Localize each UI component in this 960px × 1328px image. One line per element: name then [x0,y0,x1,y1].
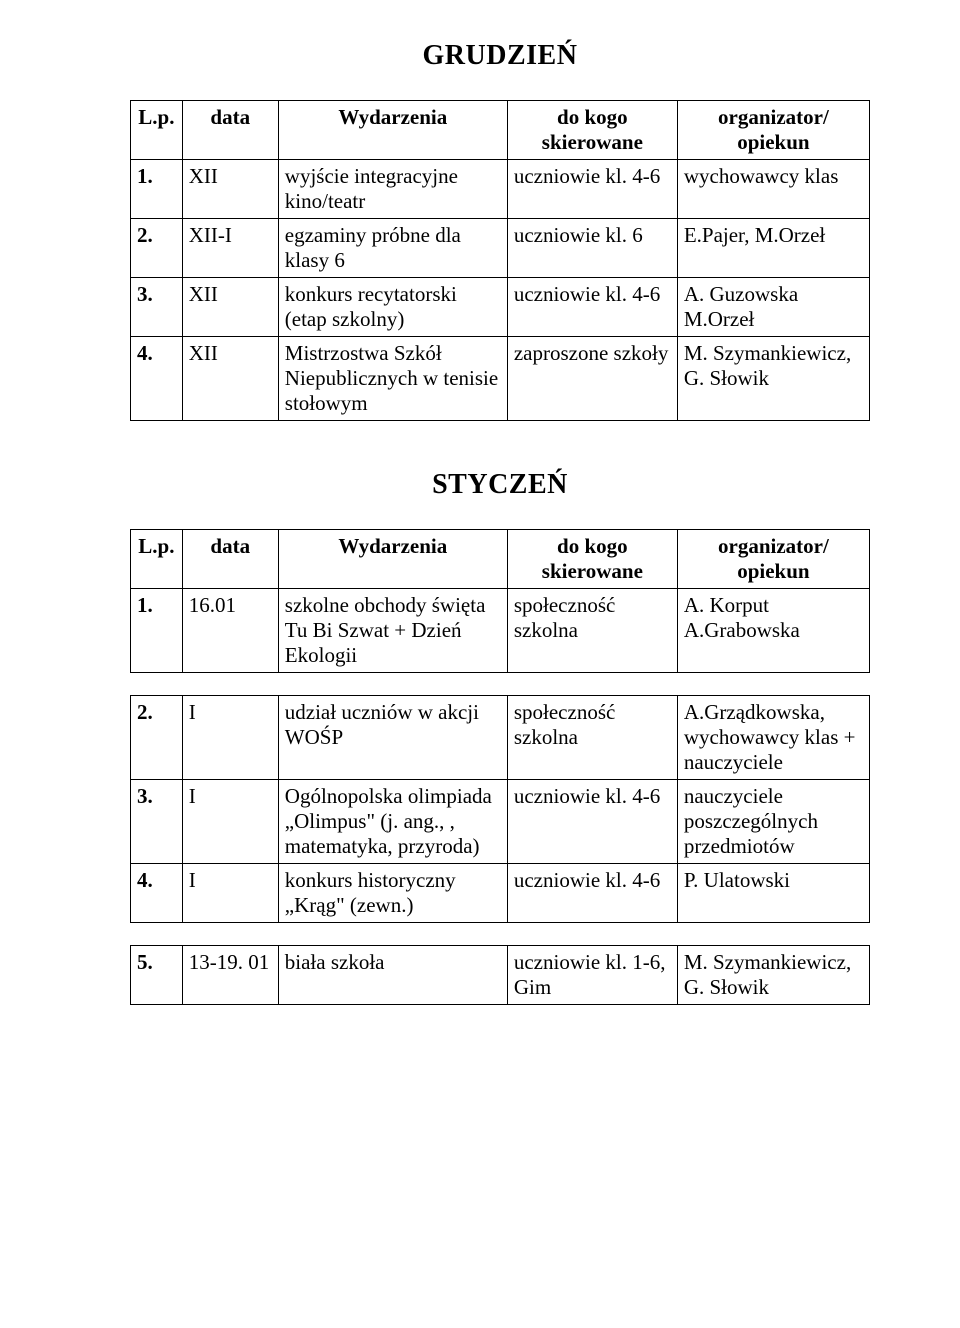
cell-org: P. Ulatowski [677,864,869,923]
cell-org: M. Szymankiewicz, G. Słowik [677,337,869,421]
section-title-styczen: STYCZEŃ [130,469,870,501]
cell-to: uczniowie kl. 4-6 [507,864,677,923]
cell-org: nauczyciele poszczególnych przedmiotów [677,780,869,864]
cell-event: szkolne obchody święta Tu Bi Szwat + Dzi… [278,589,507,673]
col-data: data [182,101,278,160]
row-gap [130,923,870,945]
cell-event: udział uczniów w akcji WOŚP [278,696,507,780]
table-row: 2. XII-I egzaminy próbne dla klasy 6 ucz… [131,219,870,278]
table-header-row: L.p. data Wydarzenia do kogo skierowane … [131,101,870,160]
cell-data: XII-I [182,219,278,278]
cell-event: Ogólnopolska olimpiada „Olimpus" (j. ang… [278,780,507,864]
cell-lp: 4. [131,864,183,923]
cell-data: 16.01 [182,589,278,673]
table-grudzien: L.p. data Wydarzenia do kogo skierowane … [130,100,870,421]
section-gap [130,421,870,469]
cell-lp: 2. [131,219,183,278]
table-styczen-2: 2. I udział uczniów w akcji WOŚP społecz… [130,695,870,923]
cell-lp: 5. [131,946,183,1005]
table-styczen-3: 5. 13-19. 01 biała szkoła uczniowie kl. … [130,945,870,1005]
cell-event: Mistrzostwa Szkół Niepublicznych w tenis… [278,337,507,421]
cell-org: wychowawcy klas [677,160,869,219]
table-row: 1. 16.01 szkolne obchody święta Tu Bi Sz… [131,589,870,673]
col-event: Wydarzenia [278,101,507,160]
cell-lp: 1. [131,160,183,219]
cell-data: I [182,780,278,864]
col-to: do kogo skierowane [507,530,677,589]
cell-org: A.Grządkowska, wychowawcy klas + nauczyc… [677,696,869,780]
col-org: organizator/ opiekun [677,101,869,160]
cell-org: A. Korput A.Grabowska [677,589,869,673]
col-org: organizator/ opiekun [677,530,869,589]
cell-data: XII [182,278,278,337]
section-title-grudzien: GRUDZIEŃ [130,40,870,72]
cell-event: konkurs recytatorski (etap szkolny) [278,278,507,337]
cell-to: uczniowie kl. 4-6 [507,780,677,864]
cell-to: społeczność szkolna [507,696,677,780]
cell-lp: 3. [131,780,183,864]
cell-data: I [182,696,278,780]
cell-lp: 3. [131,278,183,337]
cell-data: I [182,864,278,923]
cell-event: konkurs historyczny „Krąg" (zewn.) [278,864,507,923]
table-row: 5. 13-19. 01 biała szkoła uczniowie kl. … [131,946,870,1005]
col-lp: L.p. [131,101,183,160]
table-styczen-1: L.p. data Wydarzenia do kogo skierowane … [130,529,870,673]
table-row: 3. XII konkurs recytatorski (etap szkoln… [131,278,870,337]
table-row: 4. I konkurs historyczny „Krąg" (zewn.) … [131,864,870,923]
cell-to: zaproszone szkoły [507,337,677,421]
cell-to: uczniowie kl. 1-6, Gim [507,946,677,1005]
cell-event: egzaminy próbne dla klasy 6 [278,219,507,278]
col-lp: L.p. [131,530,183,589]
cell-org: E.Pajer, M.Orzeł [677,219,869,278]
row-gap [130,673,870,695]
cell-data: XII [182,337,278,421]
col-to: do kogo skierowane [507,101,677,160]
col-event: Wydarzenia [278,530,507,589]
cell-lp: 4. [131,337,183,421]
cell-lp: 2. [131,696,183,780]
cell-to: uczniowie kl. 4-6 [507,278,677,337]
cell-lp: 1. [131,589,183,673]
cell-to: społeczność szkolna [507,589,677,673]
cell-org: M. Szymankiewicz, G. Słowik [677,946,869,1005]
cell-data: 13-19. 01 [182,946,278,1005]
table-row: 1. XII wyjście integracyjne kino/teatr u… [131,160,870,219]
cell-org: A. Guzowska M.Orzeł [677,278,869,337]
table-row: 2. I udział uczniów w akcji WOŚP społecz… [131,696,870,780]
cell-event: wyjście integracyjne kino/teatr [278,160,507,219]
cell-to: uczniowie kl. 4-6 [507,160,677,219]
page: GRUDZIEŃ L.p. data Wydarzenia do kogo sk… [0,0,960,1328]
table-row: 4. XII Mistrzostwa Szkół Niepublicznych … [131,337,870,421]
table-header-row: L.p. data Wydarzenia do kogo skierowane … [131,530,870,589]
cell-event: biała szkoła [278,946,507,1005]
table-row: 3. I Ogólnopolska olimpiada „Olimpus" (j… [131,780,870,864]
cell-data: XII [182,160,278,219]
cell-to: uczniowie kl. 6 [507,219,677,278]
col-data: data [182,530,278,589]
